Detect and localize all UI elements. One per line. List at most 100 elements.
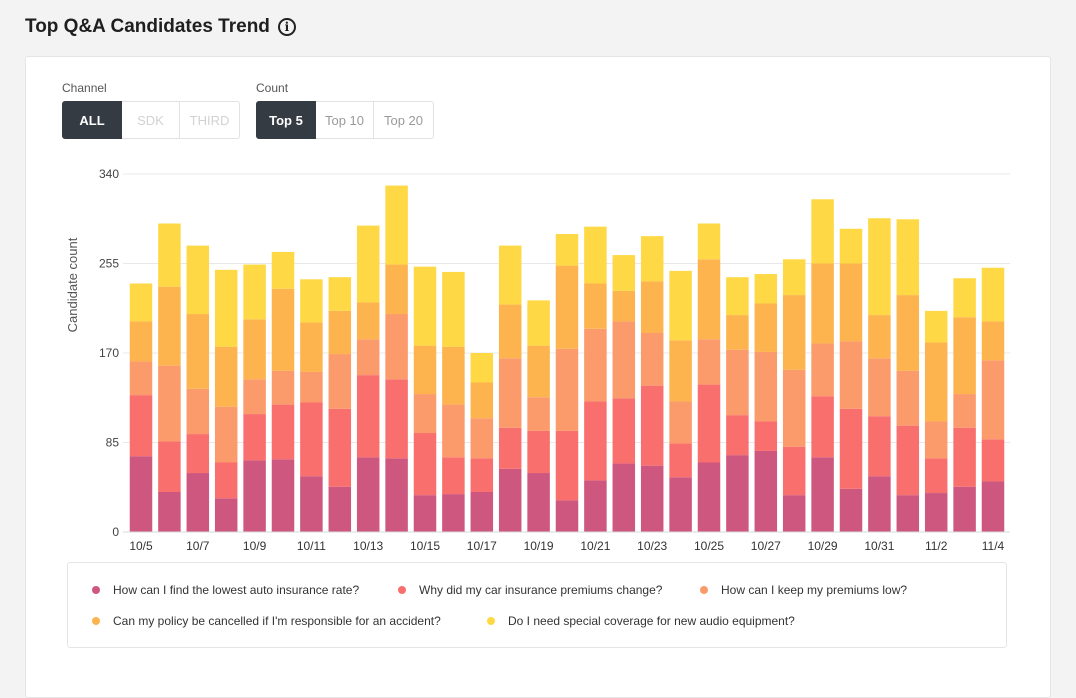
bar-segment-series-1[interactable] bbox=[470, 491, 494, 532]
bar-segment-series-5[interactable] bbox=[356, 225, 380, 303]
bar-segment-series-1[interactable] bbox=[811, 457, 834, 532]
info-icon[interactable]: i bbox=[277, 18, 296, 36]
bar-segment-series-4[interactable] bbox=[413, 345, 437, 395]
bar-segment-series-2[interactable] bbox=[328, 408, 352, 487]
bar-segment-series-3[interactable] bbox=[924, 421, 948, 459]
bar-segment-series-1[interactable] bbox=[669, 477, 692, 532]
bar-segment-series-3[interactable] bbox=[811, 343, 834, 397]
bar-segment-series-2[interactable] bbox=[129, 395, 153, 457]
bar-segment-series-3[interactable] bbox=[186, 388, 210, 435]
bar-segment-series-3[interactable] bbox=[129, 361, 153, 396]
bar-segment-series-2[interactable] bbox=[868, 416, 891, 477]
bar-segment-series-5[interactable] bbox=[839, 228, 863, 264]
bar-segment-series-5[interactable] bbox=[640, 236, 664, 282]
bar-segment-series-1[interactable] bbox=[981, 481, 1005, 532]
bar-segment-series-5[interactable] bbox=[442, 271, 465, 347]
legend-item[interactable]: Why did my car insurance premiums change… bbox=[398, 583, 662, 597]
bar-segment-series-4[interactable] bbox=[214, 346, 238, 407]
bar-segment-series-4[interactable] bbox=[754, 303, 778, 352]
bar-segment-series-2[interactable] bbox=[527, 430, 550, 474]
bar-segment-series-1[interactable] bbox=[413, 495, 437, 532]
bar-segment-series-1[interactable] bbox=[754, 450, 778, 532]
bar-segment-series-4[interactable] bbox=[527, 345, 550, 398]
bar-segment-series-3[interactable] bbox=[442, 404, 465, 458]
bar-segment-series-2[interactable] bbox=[413, 433, 437, 496]
bar-segment-series-2[interactable] bbox=[726, 415, 749, 456]
bar-segment-series-1[interactable] bbox=[271, 459, 295, 532]
bar-segment-series-1[interactable] bbox=[186, 473, 210, 532]
bar-segment-series-5[interactable] bbox=[669, 270, 692, 341]
bar-segment-series-3[interactable] bbox=[527, 397, 550, 431]
bar-segment-series-2[interactable] bbox=[186, 434, 210, 474]
bar-segment-series-3[interactable] bbox=[555, 348, 579, 431]
bar-segment-series-1[interactable] bbox=[243, 460, 266, 532]
bar-segment-series-4[interactable] bbox=[953, 317, 976, 395]
bar-segment-series-2[interactable] bbox=[158, 441, 181, 492]
bar-segment-series-4[interactable] bbox=[868, 315, 891, 359]
bar-segment-series-5[interactable] bbox=[868, 218, 891, 316]
bar-segment-series-2[interactable] bbox=[640, 385, 664, 466]
bar-segment-series-2[interactable] bbox=[697, 384, 721, 463]
bar-segment-series-1[interactable] bbox=[158, 491, 181, 532]
bar-segment-series-2[interactable] bbox=[981, 439, 1005, 482]
bar-segment-series-3[interactable] bbox=[953, 394, 976, 428]
bar-segment-series-5[interactable] bbox=[726, 277, 749, 316]
bar-segment-series-4[interactable] bbox=[129, 321, 153, 362]
bar-segment-series-3[interactable] bbox=[669, 401, 692, 444]
channel-all-button[interactable]: ALL bbox=[62, 101, 122, 139]
bar-segment-series-3[interactable] bbox=[158, 365, 181, 442]
bar-segment-series-4[interactable] bbox=[356, 302, 380, 340]
bar-segment-series-3[interactable] bbox=[896, 370, 920, 426]
bar-segment-series-4[interactable] bbox=[640, 281, 664, 333]
bar-segment-series-3[interactable] bbox=[498, 358, 522, 428]
channel-sdk-button[interactable]: SDK bbox=[122, 101, 180, 139]
bar-segment-series-3[interactable] bbox=[726, 349, 749, 416]
bar-segment-series-5[interactable] bbox=[243, 264, 266, 320]
bar-segment-series-4[interactable] bbox=[300, 322, 323, 372]
bar-segment-series-5[interactable] bbox=[214, 269, 238, 347]
bar-segment-series-3[interactable] bbox=[243, 379, 266, 415]
legend-item[interactable]: How can I keep my premiums low? bbox=[700, 583, 907, 597]
bar-segment-series-4[interactable] bbox=[555, 265, 579, 349]
bar-segment-series-2[interactable] bbox=[214, 462, 238, 499]
bar-segment-series-5[interactable] bbox=[385, 185, 408, 265]
bar-segment-series-4[interactable] bbox=[811, 263, 834, 344]
bar-segment-series-4[interactable] bbox=[385, 264, 408, 315]
bar-segment-series-1[interactable] bbox=[868, 476, 891, 532]
bar-segment-series-5[interactable] bbox=[413, 266, 437, 346]
bar-segment-series-3[interactable] bbox=[612, 321, 636, 399]
bar-segment-series-3[interactable] bbox=[782, 369, 806, 447]
bar-segment-series-5[interactable] bbox=[612, 255, 636, 291]
bar-segment-series-2[interactable] bbox=[470, 458, 494, 492]
bar-segment-series-3[interactable] bbox=[356, 339, 380, 376]
bar-segment-series-2[interactable] bbox=[442, 457, 465, 495]
bar-segment-series-1[interactable] bbox=[584, 480, 607, 532]
bar-segment-series-2[interactable] bbox=[271, 404, 295, 460]
bar-segment-series-2[interactable] bbox=[612, 398, 636, 464]
bar-segment-series-3[interactable] bbox=[868, 358, 891, 417]
bar-segment-series-5[interactable] bbox=[811, 199, 834, 264]
bar-segment-series-2[interactable] bbox=[754, 421, 778, 451]
bar-segment-series-2[interactable] bbox=[811, 396, 834, 458]
bar-segment-series-4[interactable] bbox=[981, 321, 1005, 361]
bar-segment-series-3[interactable] bbox=[754, 351, 778, 422]
bar-segment-series-3[interactable] bbox=[981, 360, 1005, 440]
bar-segment-series-4[interactable] bbox=[697, 259, 721, 340]
bar-segment-series-2[interactable] bbox=[385, 379, 408, 459]
bar-segment-series-4[interactable] bbox=[726, 315, 749, 350]
bar-segment-series-2[interactable] bbox=[498, 427, 522, 469]
bar-segment-series-2[interactable] bbox=[896, 425, 920, 496]
bar-segment-series-5[interactable] bbox=[953, 278, 976, 318]
bar-segment-series-1[interactable] bbox=[442, 494, 465, 532]
bar-segment-series-4[interactable] bbox=[243, 319, 266, 380]
bar-segment-series-1[interactable] bbox=[498, 468, 522, 532]
bar-segment-series-1[interactable] bbox=[300, 476, 323, 532]
bar-segment-series-5[interactable] bbox=[782, 259, 806, 296]
bar-segment-series-1[interactable] bbox=[924, 493, 948, 532]
bar-segment-series-4[interactable] bbox=[924, 342, 948, 422]
bar-segment-series-1[interactable] bbox=[726, 455, 749, 532]
bar-segment-series-2[interactable] bbox=[243, 414, 266, 461]
bar-segment-series-1[interactable] bbox=[129, 456, 153, 532]
bar-segment-series-2[interactable] bbox=[300, 402, 323, 477]
count-top20-button[interactable]: Top 20 bbox=[374, 101, 434, 139]
